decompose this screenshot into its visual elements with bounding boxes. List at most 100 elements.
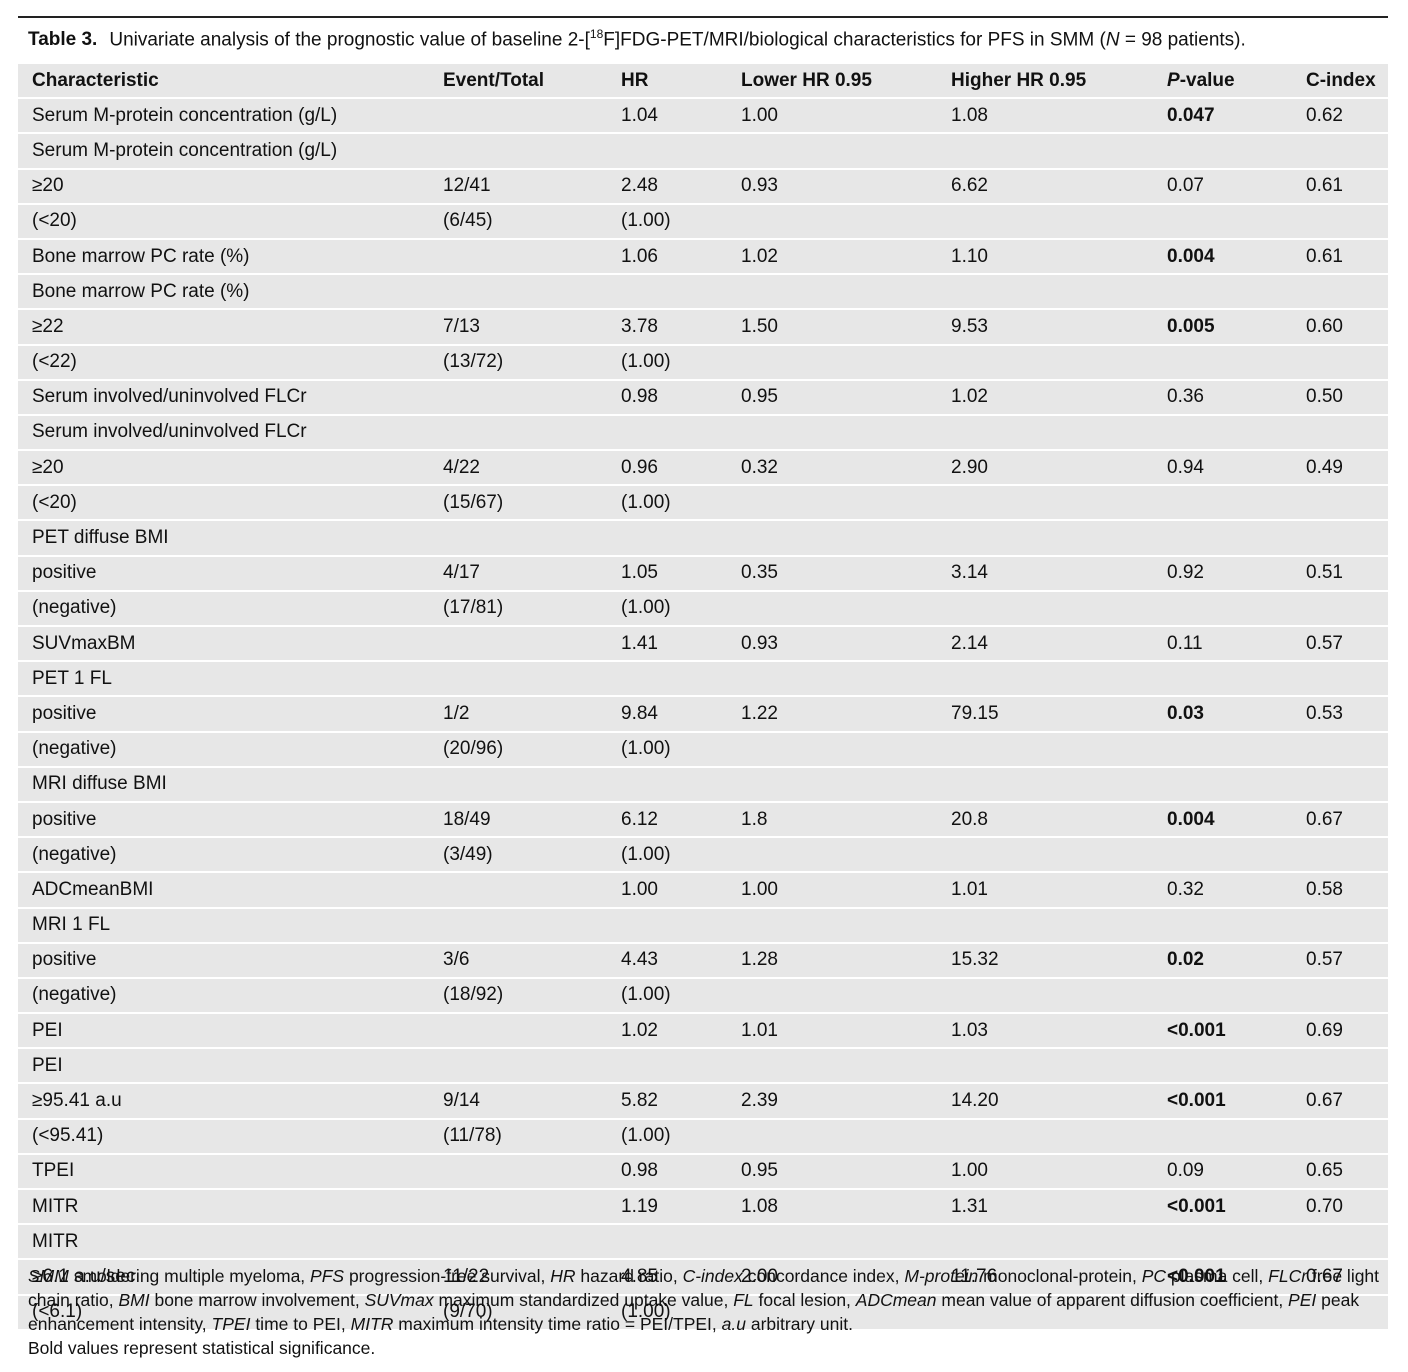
cell-p-value: 0.92: [1167, 557, 1306, 592]
footnote-def: maximum intensity time ratio = PEI/TPEI,: [393, 1314, 722, 1334]
cell-event-total: [443, 275, 621, 311]
cell-hr: 1.04: [621, 99, 741, 135]
cell-lower-hr: 1.00: [741, 873, 951, 909]
caption-sup: 18: [589, 27, 604, 41]
footnote-def: maximum standardized uptake value,: [433, 1290, 734, 1310]
cell-characteristic: (<20): [18, 486, 443, 522]
cell-characteristic: Serum involved/uninvolved FLCr: [18, 381, 443, 416]
cell-c-index: 0.67: [1306, 803, 1388, 839]
table-row: (<20) (6/45) (1.00): [18, 204, 1388, 240]
cell-c-index: [1306, 205, 1388, 240]
cell-event-total: [443, 627, 621, 663]
cell-c-index: [1306, 1225, 1388, 1261]
cell-p-value: 0.004: [1167, 803, 1306, 839]
table-row: PEI 1.02 1.01 1.03 <0.001 0.69: [18, 1014, 1388, 1050]
results-table: Characteristic Event/Total HR Lower HR 0…: [18, 64, 1388, 1331]
cell-hr: 1.41: [621, 627, 741, 663]
cell-hr: (1.00): [621, 1120, 741, 1155]
footnote-def: arbitrary unit.: [745, 1314, 853, 1334]
cell-lower-hr: 0.35: [741, 557, 951, 592]
cell-higher-hr: 14.20: [951, 1084, 1167, 1120]
cell-p-value: 0.07: [1167, 170, 1306, 205]
cell-c-index: [1306, 134, 1388, 170]
cell-higher-hr: 6.62: [951, 170, 1167, 205]
table-row: Serum involved/uninvolved FLCr: [18, 415, 1388, 452]
cell-c-index: 0.58: [1306, 873, 1388, 909]
table-row: MRI 1 FL: [18, 908, 1388, 944]
cell-characteristic: (<22): [18, 346, 443, 381]
cell-c-index: 0.57: [1306, 627, 1388, 663]
cell-p-value: [1167, 275, 1306, 311]
table-row: (negative) (18/92) (1.00): [18, 978, 1388, 1015]
cell-p-value: 0.09: [1167, 1155, 1306, 1190]
cell-event-total: (6/45): [443, 205, 621, 240]
cell-hr: 0.98: [621, 1155, 741, 1190]
cell-characteristic: ≥22: [18, 310, 443, 346]
cell-hr: (1.00): [621, 733, 741, 768]
cell-p-value: 0.047: [1167, 99, 1306, 135]
cell-higher-hr: 3.14: [951, 557, 1167, 592]
cell-characteristic: PET 1 FL: [18, 662, 443, 698]
cell-p-value: [1167, 521, 1306, 557]
cell-higher-hr: [951, 1225, 1167, 1261]
cell-higher-hr: [951, 1296, 1167, 1331]
cell-hr: (1.00): [621, 838, 741, 874]
footnote-abbr: PEI: [1288, 1290, 1317, 1310]
table-body: Serum M-protein concentration (g/L) 1.04 1…: [18, 99, 1388, 1331]
cell-higher-hr: 1.02: [951, 381, 1167, 416]
cell-hr: [621, 134, 741, 170]
header-c-index: C-index: [1306, 64, 1388, 100]
cell-hr: (1.00): [621, 1296, 741, 1331]
cell-p-value: [1167, 486, 1306, 522]
cell-event-total: 11/22: [443, 1260, 621, 1296]
cell-characteristic: MITR: [18, 1190, 443, 1226]
cell-lower-hr: [741, 1120, 951, 1155]
cell-hr: (1.00): [621, 979, 741, 1015]
cell-lower-hr: [741, 838, 951, 874]
cell-c-index: [1306, 1049, 1388, 1085]
cell-characteristic: ≥95.41 a.u: [18, 1084, 443, 1120]
cell-c-index: 0.61: [1306, 240, 1388, 276]
cell-characteristic: positive: [18, 944, 443, 979]
cell-characteristic: (<20): [18, 205, 443, 240]
cell-event-total: (11/78): [443, 1120, 621, 1155]
cell-c-index: [1306, 909, 1388, 944]
cell-c-index: [1306, 275, 1388, 311]
table-footnote: SMM smoldering multiple myeloma, PFS pro…: [28, 1264, 1380, 1360]
footnote-def: progression-free survival,: [344, 1266, 551, 1286]
cell-c-index: 0.51: [1306, 557, 1388, 592]
cell-hr: [621, 521, 741, 557]
cell-higher-hr: 20.8: [951, 803, 1167, 839]
cell-hr: (1.00): [621, 346, 741, 381]
cell-characteristic: (<6.1): [18, 1296, 443, 1331]
footnote-abbr: SMM: [28, 1266, 69, 1286]
cell-c-index: [1306, 1120, 1388, 1155]
cell-hr: 1.05: [621, 557, 741, 592]
cell-characteristic: PET diffuse BMI: [18, 521, 443, 557]
footnote-abbr: BMI: [118, 1290, 150, 1310]
header-event-total: Event/Total: [443, 64, 621, 100]
cell-event-total: [443, 240, 621, 276]
cell-higher-hr: [951, 768, 1167, 803]
caption-text-2: F]FDG-PET/MRI/biological characteristics…: [603, 29, 1106, 51]
cell-c-index: 0.61: [1306, 170, 1388, 205]
cell-characteristic: (negative): [18, 838, 443, 874]
cell-event-total: 1/2: [443, 697, 621, 733]
cell-hr: [621, 662, 741, 698]
cell-c-index: 0.53: [1306, 697, 1388, 733]
cell-p-value: <0.001: [1167, 1084, 1306, 1120]
cell-event-total: (9/70): [443, 1296, 621, 1331]
header-p-rest: -value: [1179, 69, 1235, 91]
cell-p-value: 0.005: [1167, 310, 1306, 346]
cell-c-index: [1306, 1296, 1388, 1331]
cell-hr: 0.98: [621, 381, 741, 416]
cell-higher-hr: [951, 662, 1167, 698]
header-characteristic: Characteristic: [18, 64, 443, 100]
cell-lower-hr: [741, 346, 951, 381]
header-p-value: P-value: [1167, 64, 1306, 100]
cell-lower-hr: [741, 1049, 951, 1085]
footnote-abbr: C-index: [682, 1266, 743, 1286]
footnote-def: plasma cell,: [1166, 1266, 1269, 1286]
cell-hr: (1.00): [621, 592, 741, 627]
cell-hr: [621, 909, 741, 944]
